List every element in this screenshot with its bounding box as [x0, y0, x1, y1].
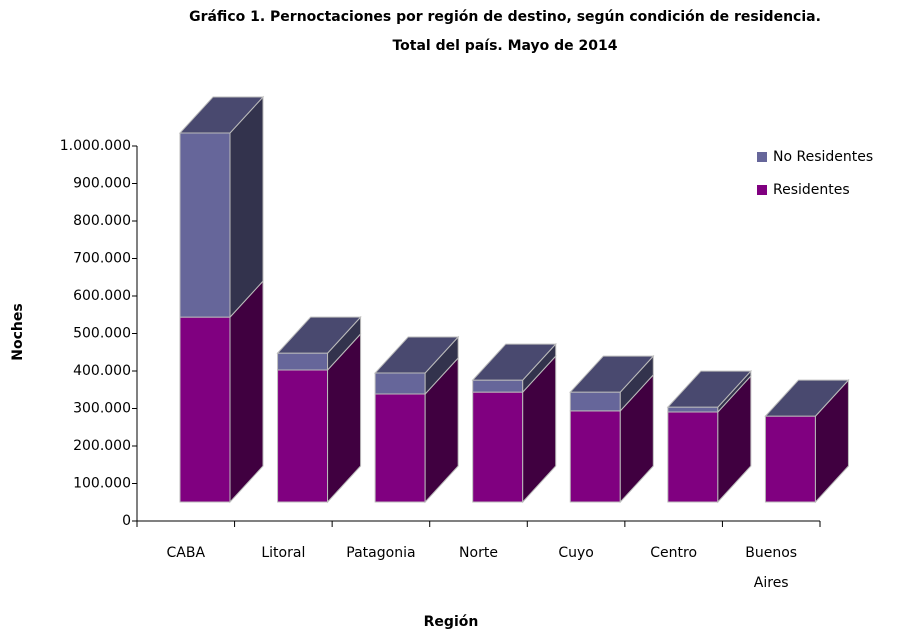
- y-tick-label: 400.000: [73, 363, 131, 379]
- bar: [374, 372, 426, 395]
- bar-top: [569, 355, 655, 393]
- y-tick-label: 300.000: [73, 401, 131, 417]
- x-tick-label: Cuyo: [558, 545, 594, 561]
- y-tick-label: 1.000.000: [60, 138, 131, 154]
- bar: [179, 316, 231, 503]
- y-tick-label: 900.000: [73, 176, 131, 192]
- x-tick-label: Norte: [459, 545, 498, 561]
- bar-top: [764, 379, 850, 417]
- legend-label: No Residentes: [773, 149, 873, 165]
- bar-top: [374, 336, 460, 374]
- bar: [277, 352, 329, 371]
- x-tick-label: CABA: [166, 545, 206, 561]
- y-tick-label: 600.000: [73, 288, 131, 304]
- legend-label: Residentes: [773, 182, 850, 198]
- x-tick-label: Buenos Aires: [745, 545, 798, 591]
- y-tick-label: 200.000: [73, 438, 131, 454]
- bar: [569, 410, 621, 503]
- legend-swatch: [757, 185, 767, 195]
- bar: [179, 132, 231, 318]
- chart-title: Gráfico 1. Pernoctaciones por región de …: [189, 9, 821, 25]
- bar: [569, 391, 621, 412]
- x-tick-label: Patagonia: [346, 545, 416, 561]
- y-tick-label: 500.000: [73, 326, 131, 342]
- bar: [374, 393, 426, 503]
- x-tick-label: Litoral: [261, 545, 306, 561]
- bar: [667, 411, 719, 503]
- chart-title: Total del país. Mayo de 2014: [392, 38, 617, 54]
- y-tick-label: 0: [122, 513, 131, 529]
- bar-top: [178, 96, 265, 134]
- legend-swatch: [757, 152, 767, 162]
- bar: [764, 415, 816, 503]
- x-axis-label: Región: [424, 614, 479, 630]
- bar-top: [666, 370, 752, 408]
- y-axis-label: Noches: [10, 303, 26, 360]
- bar: [472, 379, 524, 393]
- bar-side: [229, 95, 264, 319]
- bar-top: [276, 316, 362, 354]
- bar: [667, 406, 719, 413]
- bar: [277, 369, 329, 503]
- x-tick-label: Centro: [650, 545, 698, 561]
- y-tick-label: 700.000: [73, 251, 131, 267]
- bar: [472, 391, 524, 503]
- bar-side: [229, 279, 264, 504]
- y-tick-label: 800.000: [73, 213, 131, 229]
- bar-top: [471, 343, 557, 381]
- y-tick-label: 100.000: [73, 476, 131, 492]
